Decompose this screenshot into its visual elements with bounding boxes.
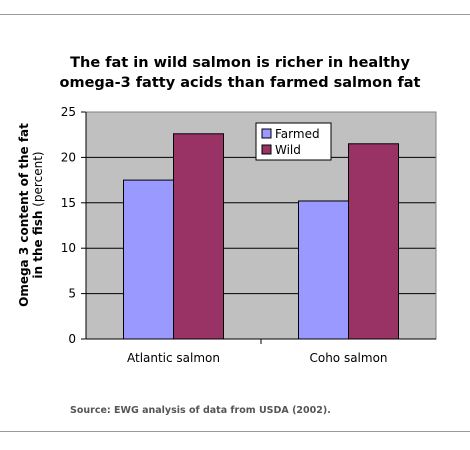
legend-swatch-wild [261, 144, 272, 155]
chart-title-line-1: The fat in wild salmon is richer in heal… [70, 55, 410, 71]
legend: Farmed Wild [255, 122, 332, 161]
y-axis-title-line-1: Omega 3 content of the fat [17, 123, 31, 307]
x-category-label-coho-salmon: Coho salmon [309, 351, 387, 365]
x-category-label-atlantic-salmon: Atlantic salmon [127, 351, 220, 365]
y-axis-title-line-2-bold: in the fish [31, 211, 45, 279]
y-tick-label-0: 0 [68, 332, 76, 346]
y-tick-label-10: 10 [61, 241, 76, 255]
y-tick-label-25: 25 [61, 105, 76, 119]
legend-swatch-farmed [261, 128, 272, 139]
y-axis-title-line-2-units: (percent) [31, 151, 45, 210]
legend-label-farmed: Farmed [275, 127, 320, 141]
axes: 0 5 10 15 20 25 Atlantic salmon Coho salmon [61, 105, 437, 365]
legend-label-wild: Wild [275, 143, 301, 157]
y-axis-title: Omega 3 content of the fat in the fish (… [17, 123, 45, 307]
chart-title-line-2: omega-3 fatty acids than farmed salmon f… [60, 75, 421, 91]
top-divider [0, 14, 470, 15]
bottom-divider [0, 431, 470, 432]
bar-wild-coho-salmon [348, 143, 399, 340]
y-tick-label-15: 15 [61, 196, 76, 210]
source-note: Source: EWG analysis of data from USDA (… [70, 405, 331, 416]
y-axis-title-line-2: in the fish (percent) [31, 151, 45, 278]
bar-wild-atlantic-salmon [173, 133, 224, 340]
bar-farmed-coho-salmon [298, 200, 349, 340]
bar-farmed-atlantic-salmon [123, 179, 174, 340]
y-tick-label-5: 5 [68, 287, 76, 301]
y-tick-label-20: 20 [61, 150, 76, 164]
